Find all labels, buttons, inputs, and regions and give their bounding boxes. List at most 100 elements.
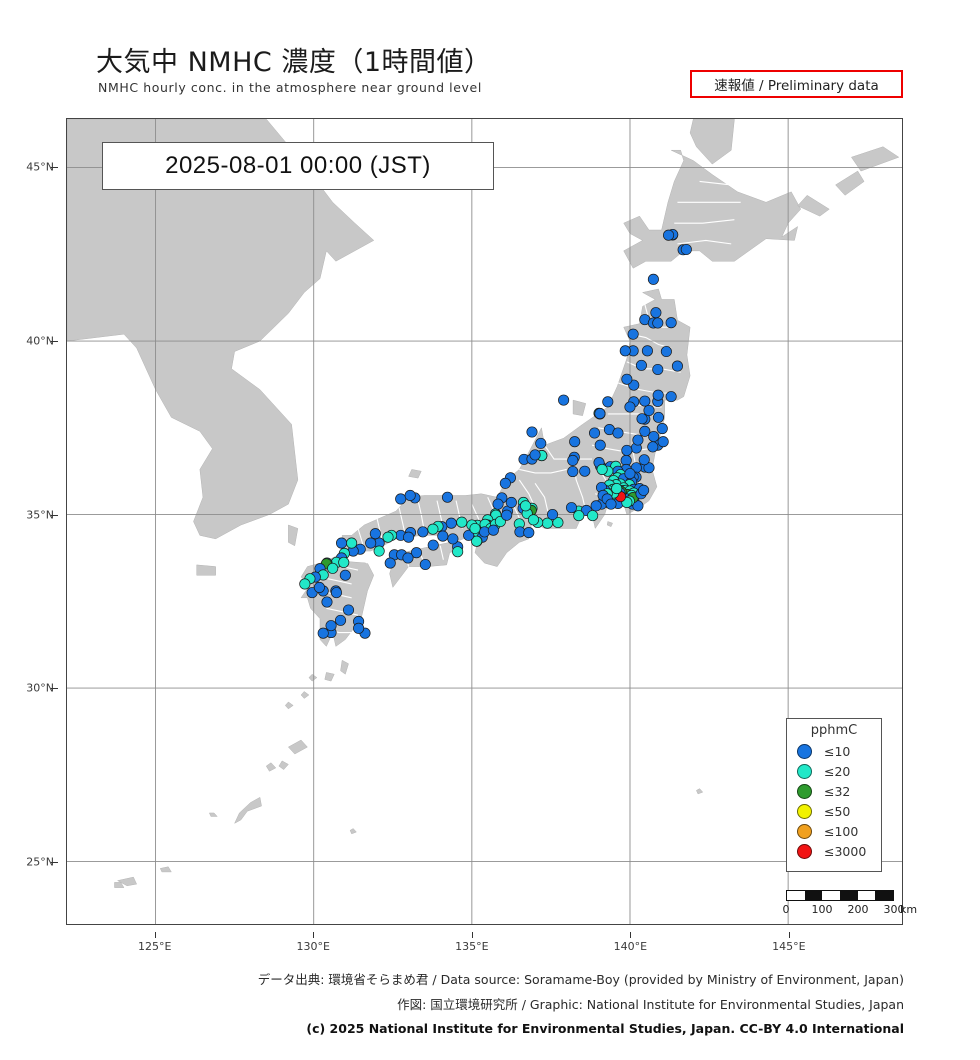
station-point[interactable]	[636, 413, 648, 425]
station-point[interactable]	[569, 436, 581, 448]
station-point[interactable]	[660, 345, 672, 358]
station-point[interactable]	[619, 345, 631, 357]
station-point[interactable]	[639, 425, 651, 437]
station-point[interactable]	[382, 531, 394, 543]
legend-item[interactable]: ≤100	[787, 821, 881, 841]
station-point[interactable]	[627, 328, 639, 340]
station-point[interactable]	[643, 462, 655, 474]
station-point[interactable]	[663, 229, 675, 241]
station-point[interactable]	[652, 389, 664, 401]
station-point[interactable]	[647, 273, 659, 285]
station-point[interactable]	[330, 587, 342, 599]
station-point[interactable]	[325, 620, 337, 632]
station-point[interactable]	[369, 528, 381, 540]
station-point[interactable]	[652, 411, 665, 423]
station-point[interactable]	[632, 500, 644, 512]
station-point[interactable]	[605, 498, 617, 510]
station-point[interactable]	[410, 547, 422, 559]
station-point[interactable]	[638, 454, 650, 466]
station-point[interactable]	[648, 430, 660, 443]
station-point[interactable]	[427, 539, 439, 551]
station-point[interactable]	[523, 527, 535, 539]
station-point[interactable]	[665, 317, 677, 329]
station-point[interactable]	[657, 436, 669, 448]
station-point[interactable]	[647, 441, 659, 453]
station-point[interactable]	[419, 558, 431, 571]
station-point[interactable]	[567, 465, 579, 478]
legend-item[interactable]: ≤20	[787, 761, 881, 781]
station-point[interactable]	[641, 345, 653, 357]
station-point[interactable]	[594, 439, 606, 451]
station-point[interactable]	[535, 437, 547, 449]
station-point[interactable]	[501, 509, 513, 521]
station-point[interactable]	[526, 426, 538, 438]
station-point[interactable]	[638, 484, 650, 496]
station-point[interactable]	[492, 498, 504, 510]
station-point[interactable]	[471, 535, 483, 547]
station-point[interactable]	[579, 465, 591, 477]
station-point[interactable]	[652, 363, 664, 376]
station-point[interactable]	[505, 496, 517, 508]
station-point[interactable]	[621, 444, 633, 456]
station-point[interactable]	[612, 427, 624, 439]
station-point[interactable]	[437, 530, 449, 542]
station-point[interactable]	[463, 529, 475, 541]
station-point[interactable]	[665, 391, 677, 403]
station-point[interactable]	[373, 545, 385, 557]
station-point[interactable]	[602, 396, 614, 408]
station-point[interactable]	[520, 500, 532, 512]
station-point[interactable]	[339, 569, 351, 581]
station-point[interactable]	[317, 627, 329, 639]
station-point[interactable]	[547, 508, 559, 521]
station-point[interactable]	[313, 581, 325, 593]
station-point[interactable]	[656, 422, 668, 435]
station-point[interactable]	[624, 401, 636, 413]
station-point[interactable]	[395, 493, 407, 505]
map-canvas[interactable]	[66, 118, 903, 925]
station-point[interactable]	[565, 502, 578, 514]
station-point[interactable]	[456, 516, 468, 528]
station-point[interactable]	[632, 434, 644, 446]
station-point[interactable]	[441, 491, 454, 503]
station-point[interactable]	[499, 477, 511, 489]
station-point[interactable]	[643, 404, 655, 417]
station-point[interactable]	[417, 526, 429, 538]
station-point[interactable]	[596, 463, 608, 475]
station-point[interactable]	[639, 395, 651, 407]
station-point[interactable]	[680, 243, 692, 256]
station-point[interactable]	[335, 614, 347, 626]
station-point[interactable]	[573, 510, 585, 522]
station-point[interactable]	[299, 578, 311, 590]
station-point[interactable]	[487, 524, 499, 536]
station-point[interactable]	[558, 394, 570, 406]
station-point[interactable]	[447, 533, 459, 545]
station-point[interactable]	[469, 522, 481, 535]
station-point[interactable]	[650, 307, 662, 319]
station-point[interactable]	[590, 500, 602, 512]
station-point[interactable]	[336, 537, 348, 549]
station-point[interactable]	[587, 510, 599, 522]
station-point[interactable]	[527, 514, 540, 526]
station-point[interactable]	[624, 468, 636, 480]
station-point[interactable]	[404, 489, 416, 502]
legend-item[interactable]: ≤50	[787, 801, 881, 821]
station-point[interactable]	[529, 449, 541, 461]
station-point[interactable]	[365, 537, 377, 549]
station-point[interactable]	[445, 517, 457, 529]
station-point[interactable]	[402, 552, 414, 564]
station-point[interactable]	[327, 562, 339, 574]
station-point[interactable]	[403, 531, 415, 543]
legend-item[interactable]: ≤10	[787, 741, 881, 761]
station-point[interactable]	[338, 556, 350, 568]
station-point[interactable]	[671, 360, 683, 372]
station-point[interactable]	[342, 604, 355, 616]
station-point[interactable]	[611, 483, 623, 495]
station-point[interactable]	[353, 622, 365, 634]
station-point[interactable]	[588, 427, 601, 439]
station-point[interactable]	[384, 557, 396, 569]
station-point[interactable]	[452, 546, 464, 558]
station-point[interactable]	[594, 408, 606, 420]
station-point[interactable]	[321, 596, 333, 608]
legend-item[interactable]: ≤3000	[787, 841, 881, 861]
legend-item[interactable]: ≤32	[787, 781, 881, 801]
